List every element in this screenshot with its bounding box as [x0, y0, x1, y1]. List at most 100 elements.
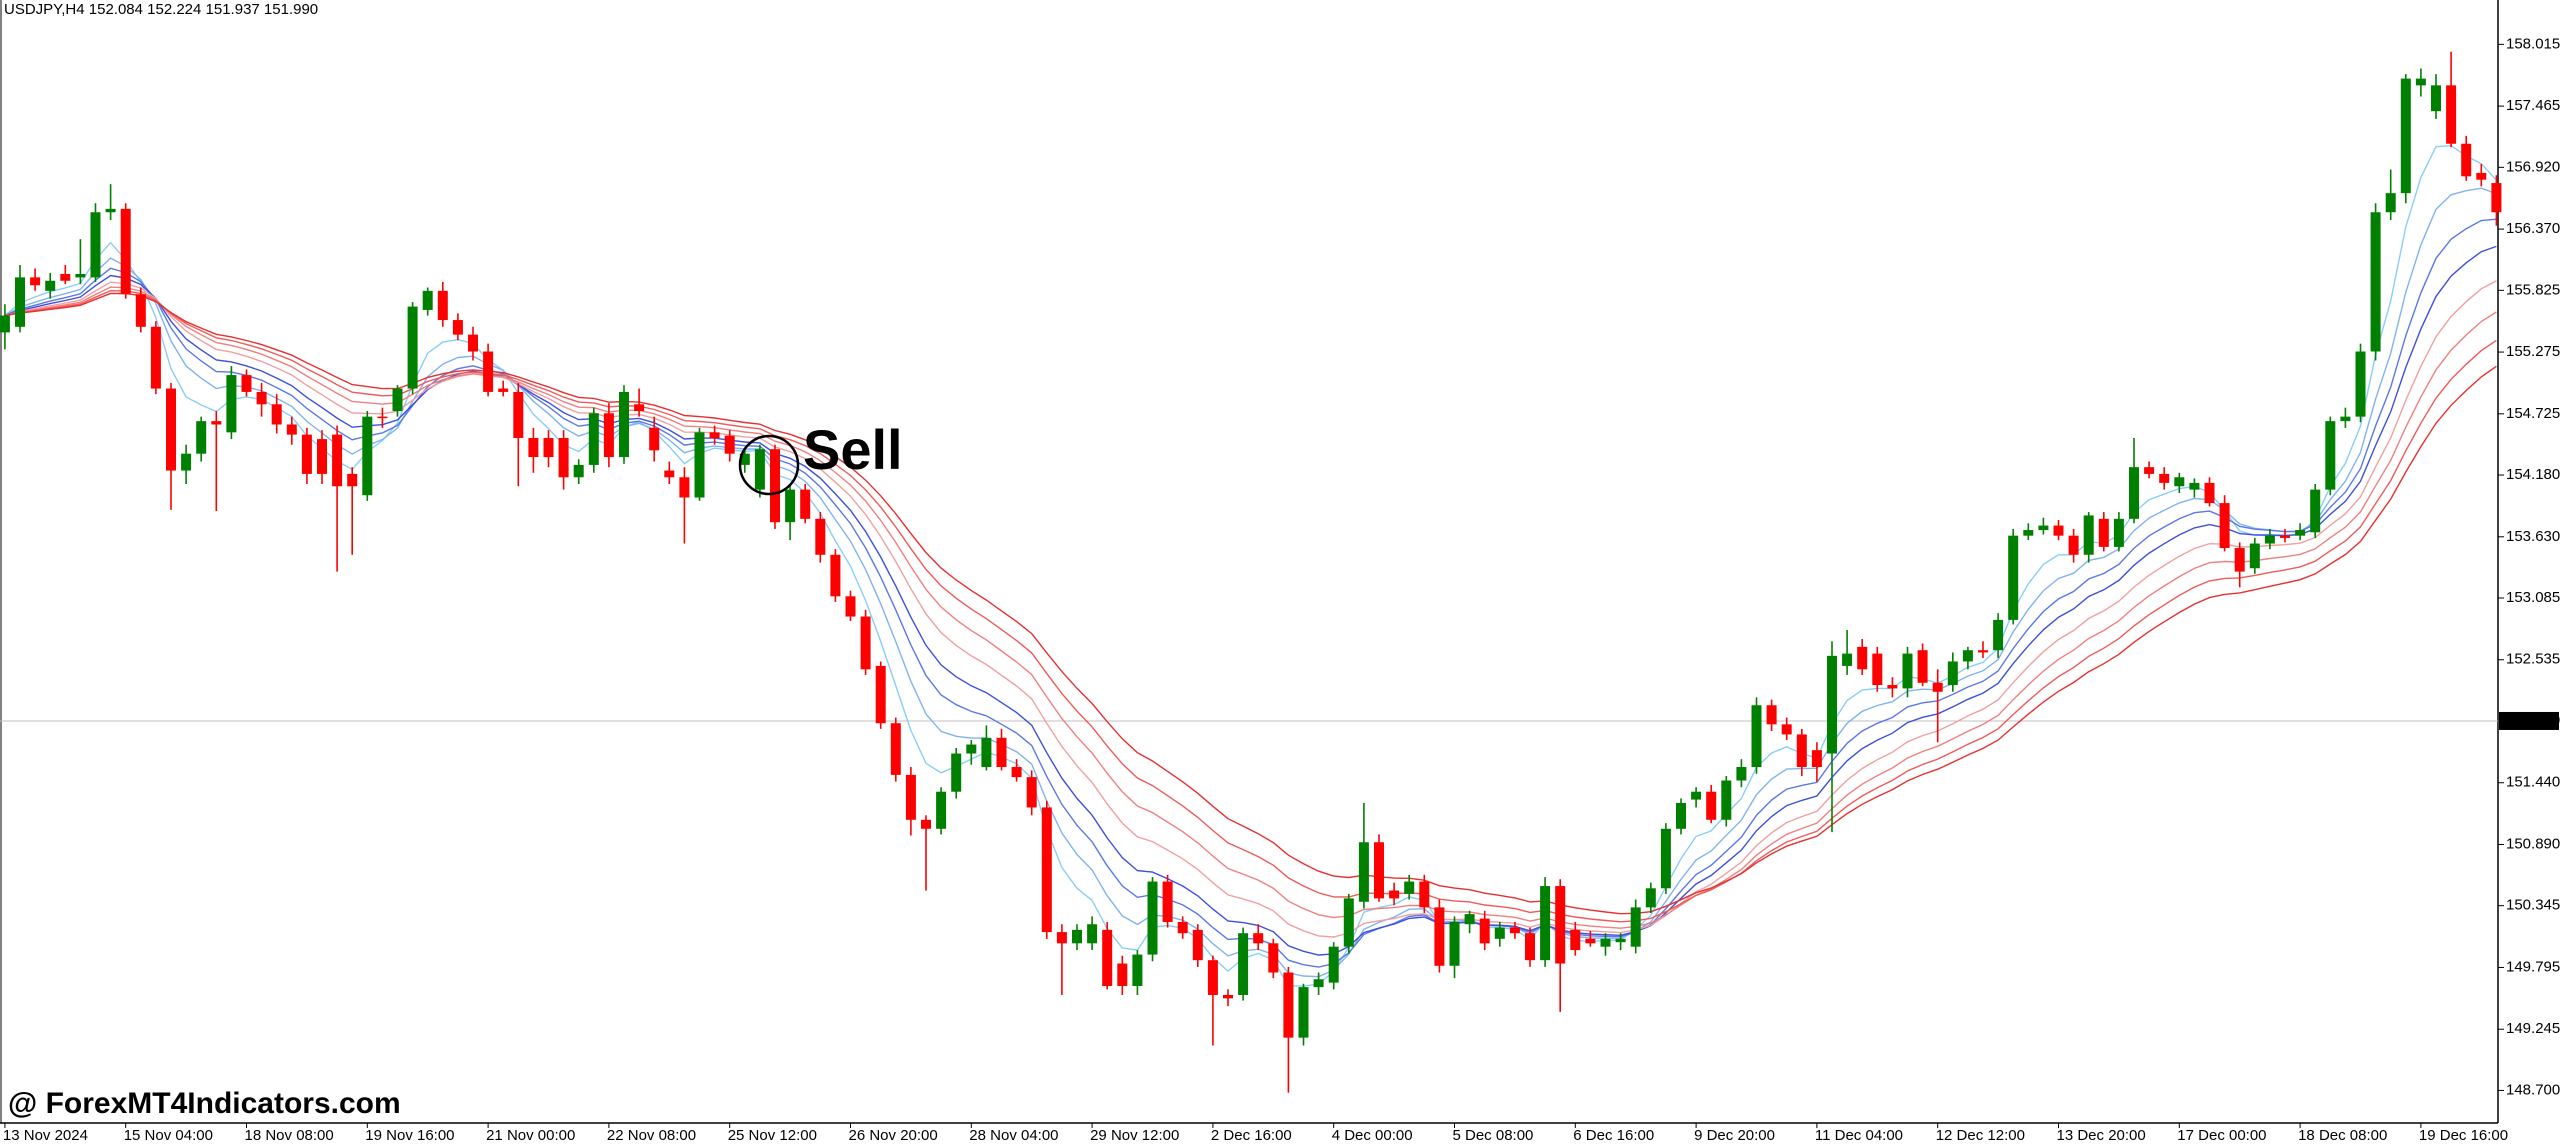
candle-body — [1887, 685, 1898, 689]
candle-body — [1283, 972, 1294, 1038]
candle-body — [1811, 750, 1822, 768]
candle-body — [2144, 467, 2155, 474]
candle-body — [1041, 807, 1052, 933]
x-tick-label: 26 Nov 20:00 — [849, 1127, 938, 1144]
candle-body — [1102, 929, 1113, 986]
candle-body — [2280, 535, 2290, 538]
candle-body — [2159, 473, 2170, 483]
candle-body — [2385, 193, 2396, 213]
moving-averages — [4, 144, 2497, 987]
candle-body — [1147, 881, 1158, 955]
y-tick-label: 153.630 — [2506, 528, 2560, 545]
candle-body — [1525, 933, 1535, 961]
candle-body — [45, 280, 56, 291]
candle-body — [513, 391, 524, 438]
candle-body — [1978, 650, 1988, 653]
candle-body — [1313, 979, 1324, 988]
candle-body — [936, 791, 947, 829]
moving-average — [4, 144, 2497, 987]
candle-body — [1162, 881, 1173, 922]
candle-body — [1902, 653, 1913, 689]
y-tick-label: 156.920 — [2506, 158, 2560, 175]
y-tick-label: 154.180 — [2506, 466, 2560, 483]
candle-body — [1117, 963, 1128, 986]
candle-body — [256, 391, 267, 405]
candle-body — [649, 427, 660, 451]
candle-body — [1343, 898, 1354, 947]
x-tick-label: 9 Dec 20:00 — [1694, 1127, 1775, 1144]
x-tick-label: 28 Nov 04:00 — [969, 1127, 1058, 1144]
candle-body — [966, 744, 977, 754]
x-tick-label: 17 Dec 00:00 — [2177, 1127, 2266, 1144]
candle-body — [2461, 143, 2472, 177]
candle-body — [2038, 525, 2049, 531]
x-tick-label: 6 Dec 16:00 — [1573, 1127, 1654, 1144]
candle-body — [1072, 929, 1082, 944]
candle-body — [60, 274, 71, 281]
candle-body — [181, 453, 192, 471]
moving-average — [4, 245, 2497, 956]
candle-body — [573, 464, 584, 478]
candle-body — [785, 489, 796, 523]
y-tick-label: 155.825 — [2506, 281, 2560, 298]
candle-body — [1358, 842, 1369, 902]
candle-body — [1434, 907, 1445, 966]
moving-average — [4, 289, 2497, 923]
candle-body — [1374, 842, 1384, 899]
sell-marker — [738, 434, 800, 496]
candle-body — [1917, 650, 1928, 683]
candle-body — [483, 351, 494, 392]
candle-body — [2174, 477, 2185, 487]
candle-body — [1540, 886, 1551, 961]
candle-body — [166, 388, 176, 471]
candle-body — [2249, 543, 2260, 569]
candle-body — [2204, 482, 2215, 504]
candle-body — [558, 437, 569, 478]
candle-body — [905, 774, 916, 820]
candle-body — [2340, 416, 2351, 422]
y-tick-label: 154.725 — [2506, 405, 2560, 422]
moving-average — [4, 286, 2497, 929]
candle-body — [135, 294, 146, 327]
candle-body — [1026, 777, 1037, 808]
candle-body — [1570, 929, 1581, 951]
candle-body — [1253, 933, 1264, 944]
candle-body — [75, 274, 86, 278]
candle-body — [815, 518, 826, 555]
candle-body — [2234, 548, 2245, 572]
y-tick-label: 150.890 — [2506, 835, 2560, 852]
x-tick-label: 29 Nov 12:00 — [1090, 1127, 1179, 1144]
candle-body — [1993, 619, 2004, 651]
candle-body — [951, 753, 962, 792]
candle-body — [422, 290, 433, 310]
candle-body — [15, 277, 25, 327]
candle-body — [754, 449, 765, 490]
candle-body — [1494, 927, 1505, 939]
candle-body — [1464, 914, 1475, 925]
y-tick-label: 149.795 — [2506, 958, 2560, 975]
moving-average — [4, 292, 2497, 915]
x-tick-label: 18 Nov 08:00 — [245, 1127, 334, 1144]
moving-average — [4, 187, 2497, 978]
x-tick-label: 25 Nov 12:00 — [728, 1127, 817, 1144]
candle-body — [1207, 960, 1218, 995]
x-tick-label: 19 Nov 16:00 — [365, 1127, 454, 1144]
candle-body — [362, 416, 373, 496]
candle-body — [1645, 888, 1656, 908]
candle-body — [2325, 421, 2336, 490]
y-tick-label: 155.275 — [2506, 343, 2560, 360]
current-price-label: 151.990 — [2506, 712, 2560, 729]
candle-body — [603, 413, 614, 458]
candle-body — [2431, 85, 2441, 112]
candle-body — [664, 470, 675, 478]
candle-body — [1479, 918, 1490, 944]
candle-body — [543, 437, 554, 458]
candle-body — [1872, 653, 1883, 686]
candle-body — [1011, 767, 1022, 778]
candle-body — [800, 489, 811, 519]
x-tick-label: 22 Nov 08:00 — [607, 1127, 696, 1144]
symbol-info: USDJPY,H4 152.084 152.224 151.937 151.99… — [4, 1, 318, 18]
candle-body — [468, 334, 478, 352]
candle-body — [1238, 933, 1249, 995]
